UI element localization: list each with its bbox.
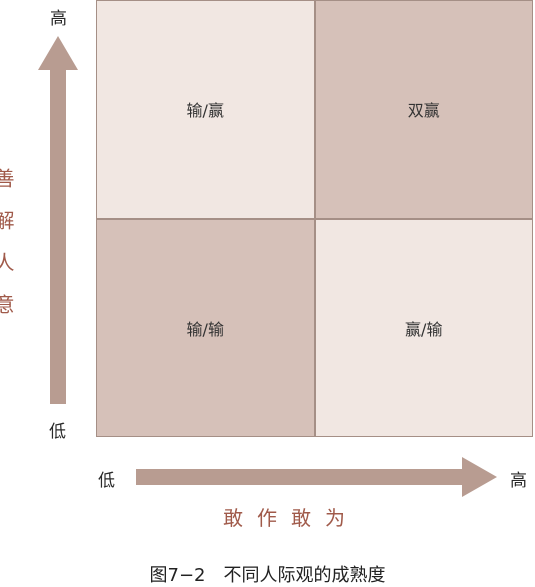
figure-caption: 图7−2 不同人际观的成熟度 (149, 565, 386, 586)
quadrant-top-left: 输/赢 (97, 1, 314, 218)
y-axis-low-label: 低 (49, 422, 66, 442)
quadrant-bottom-left-label: 输/输 (186, 319, 224, 339)
y-axis-title: 善解人意 (0, 168, 15, 336)
x-axis-high-label: 高 (510, 471, 527, 491)
quadrant-bottom-right-label: 赢/输 (405, 319, 443, 339)
quadrant-bottom-left: 输/输 (97, 219, 314, 436)
y-axis-high-label: 高 (50, 9, 67, 29)
quadrant-top-left-label: 输/赢 (186, 101, 224, 121)
x-axis-title: 敢作敢为 (223, 506, 359, 530)
quadrant-top-right-label: 双赢 (407, 101, 440, 121)
quadrant-matrix: 输/赢 双赢 输/输 赢/输 (96, 0, 533, 437)
x-axis-low-label: 低 (98, 471, 115, 491)
quadrant-bottom-right: 赢/输 (315, 219, 532, 436)
x-axis-arrow (136, 457, 497, 497)
y-axis-arrow (38, 36, 78, 404)
quadrant-top-right: 双赢 (315, 1, 532, 218)
